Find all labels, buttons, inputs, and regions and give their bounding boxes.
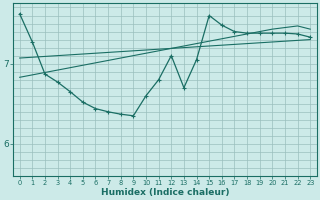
X-axis label: Humidex (Indice chaleur): Humidex (Indice chaleur) (101, 188, 229, 197)
